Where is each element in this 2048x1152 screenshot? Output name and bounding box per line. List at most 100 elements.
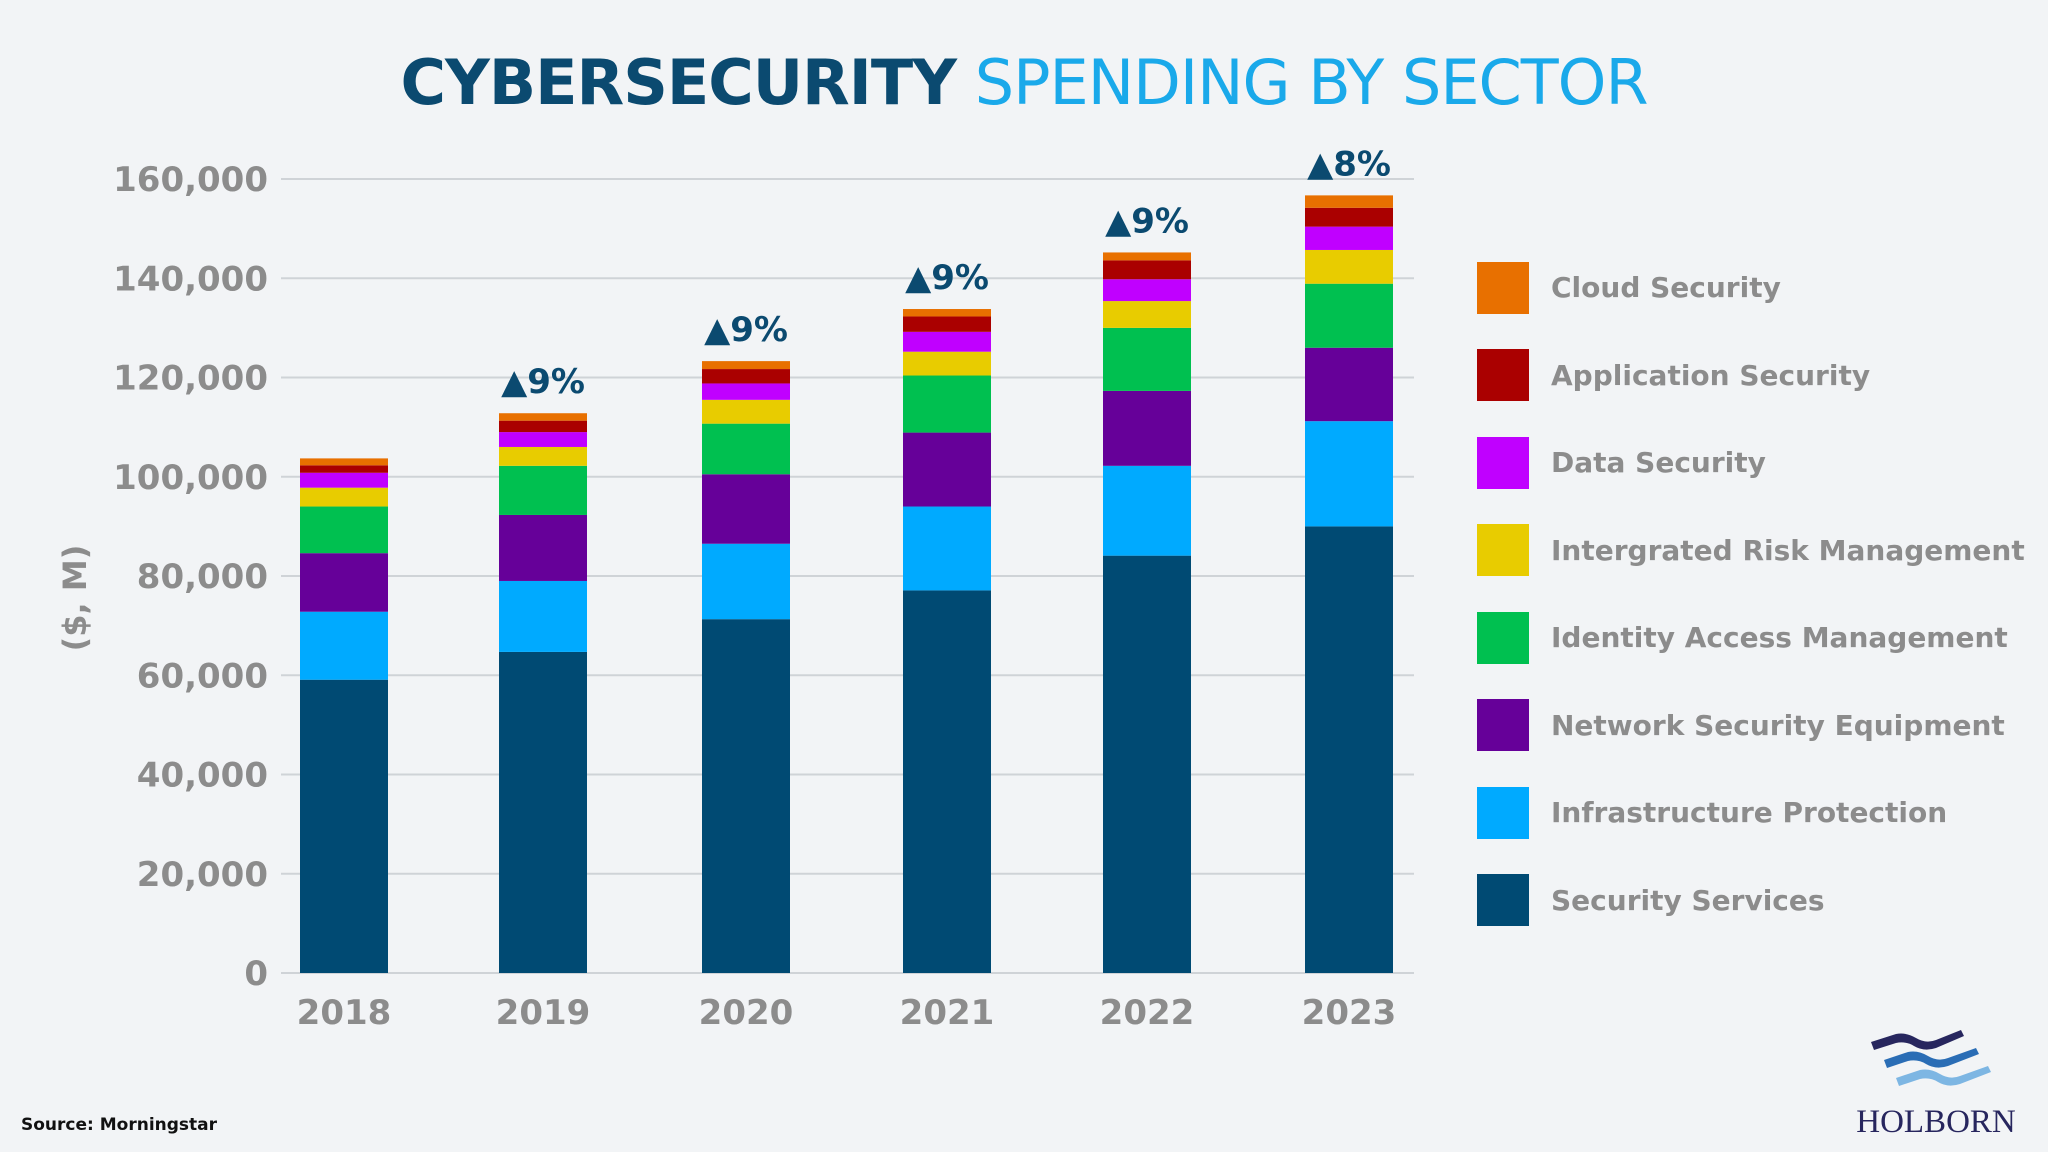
x-tick-label: 2019	[496, 993, 591, 1033]
bar-segment	[499, 465, 587, 515]
bar-segment	[1103, 465, 1191, 556]
legend-label: Cloud Security	[1551, 271, 1781, 305]
bar-segment	[702, 369, 790, 384]
title-light: SPENDING BY SECTOR	[974, 46, 1649, 119]
y-axis-label: ($, M)	[56, 545, 94, 652]
legend-swatch	[1477, 786, 1529, 839]
bar-segment	[1305, 249, 1393, 284]
bar-segment	[499, 514, 587, 581]
legend-swatch	[1477, 611, 1529, 664]
bar-segment	[702, 474, 790, 544]
bar-segment	[499, 432, 587, 447]
growth-label: ▲8%	[1307, 144, 1391, 184]
bar-segment	[702, 543, 790, 620]
bar-segment	[300, 465, 388, 473]
bar-segment	[499, 446, 587, 466]
bar-segment	[499, 420, 587, 433]
bar-segment	[1305, 226, 1393, 250]
growth-label: ▲9%	[501, 362, 585, 402]
title-bold: CYBERSECURITY	[400, 46, 957, 119]
x-tick-label: 2023	[1302, 993, 1397, 1033]
bar-segment	[1305, 347, 1393, 422]
y-tick-label: 0	[244, 954, 268, 994]
bar-segment	[300, 487, 388, 507]
bar-segment	[300, 472, 388, 488]
legend-item: Security Services	[1477, 857, 2025, 945]
legend-label: Application Security	[1551, 358, 1871, 392]
legend-label: Security Services	[1551, 883, 1825, 917]
bar-segment	[1103, 301, 1191, 328]
bar-segment	[903, 351, 991, 376]
waves-icon	[1871, 1030, 1991, 1086]
legend-item: Network Security Equipment	[1477, 682, 2025, 770]
legend-label: Infrastructure Protection	[1551, 796, 1948, 830]
bar-segment	[1103, 555, 1191, 973]
chart-title: CYBERSECURITY SPENDING BY SECTOR	[0, 46, 2048, 119]
bar-segment	[300, 458, 388, 466]
bar-segment	[1103, 390, 1191, 466]
legend-item: Cloud Security	[1477, 244, 2025, 332]
legend-swatch	[1477, 699, 1529, 752]
x-tick-label: 2021	[900, 993, 995, 1033]
legend-item: Data Security	[1477, 419, 2025, 507]
y-tick-label: 60,000	[137, 656, 268, 696]
legend-swatch	[1477, 436, 1529, 489]
y-tick-label: 100,000	[113, 458, 268, 498]
y-tick-label: 20,000	[137, 855, 268, 895]
bar-segment	[1305, 195, 1393, 208]
y-tick-label: 120,000	[113, 359, 268, 399]
legend-swatch	[1477, 349, 1529, 402]
bar-segment	[1103, 260, 1191, 280]
bar-segment	[1305, 283, 1393, 348]
y-tick-label: 40,000	[137, 756, 268, 796]
legend-label: Identity Access Management	[1551, 621, 2008, 655]
bar-segment	[702, 383, 790, 400]
bar-segment	[702, 619, 790, 973]
bar-segment	[1103, 252, 1191, 261]
bar-segment	[903, 375, 991, 433]
legend-item: Infrastructure Protection	[1477, 769, 2025, 857]
legend-item: Application Security	[1477, 332, 2025, 420]
bar-segment	[702, 361, 790, 370]
y-tick-label: 160,000	[113, 160, 268, 200]
legend-swatch	[1477, 261, 1529, 314]
legend-item: Intergrated Risk Management	[1477, 507, 2025, 595]
y-tick-label: 80,000	[137, 557, 268, 597]
bar-segment	[903, 590, 991, 973]
bar-segment	[300, 679, 388, 973]
bar-segment	[702, 399, 790, 424]
bar-segment	[903, 432, 991, 507]
growth-label: ▲9%	[704, 310, 788, 350]
bar-segment	[903, 506, 991, 591]
legend: Cloud Security Application Security Data S…	[1477, 244, 2025, 944]
growth-label: ▲9%	[1105, 201, 1189, 241]
bar-segment	[499, 580, 587, 652]
legend-label: Intergrated Risk Management	[1551, 533, 2025, 567]
legend-swatch	[1477, 524, 1529, 577]
legend-label: Data Security	[1551, 446, 1766, 480]
bar-segment	[300, 506, 388, 554]
bar-segment	[702, 423, 790, 475]
bar-segment	[499, 651, 587, 973]
bar-segment	[1305, 526, 1393, 973]
bar-segment	[903, 316, 991, 332]
bar-segment	[903, 331, 991, 352]
holborn-logo: HOLBORN	[1836, 1022, 2036, 1142]
bar-segment	[1103, 279, 1191, 302]
x-tick-label: 2022	[1100, 993, 1195, 1033]
bar-segment	[1305, 207, 1393, 227]
legend-item: Identity Access Management	[1477, 594, 2025, 682]
bar-segment	[300, 611, 388, 680]
x-tick-label: 2020	[699, 993, 794, 1033]
growth-label: ▲9%	[905, 258, 989, 298]
bar-segment	[903, 309, 991, 317]
bar-segment	[1305, 421, 1393, 527]
legend-swatch	[1477, 874, 1529, 927]
logo-text: HOLBORN	[1856, 1104, 2016, 1140]
source-note: Source: Morningstar	[21, 1115, 218, 1135]
x-tick-label: 2018	[297, 993, 392, 1033]
y-tick-label: 140,000	[113, 259, 268, 299]
bar-segment	[300, 553, 388, 612]
bar-segment	[499, 413, 587, 421]
